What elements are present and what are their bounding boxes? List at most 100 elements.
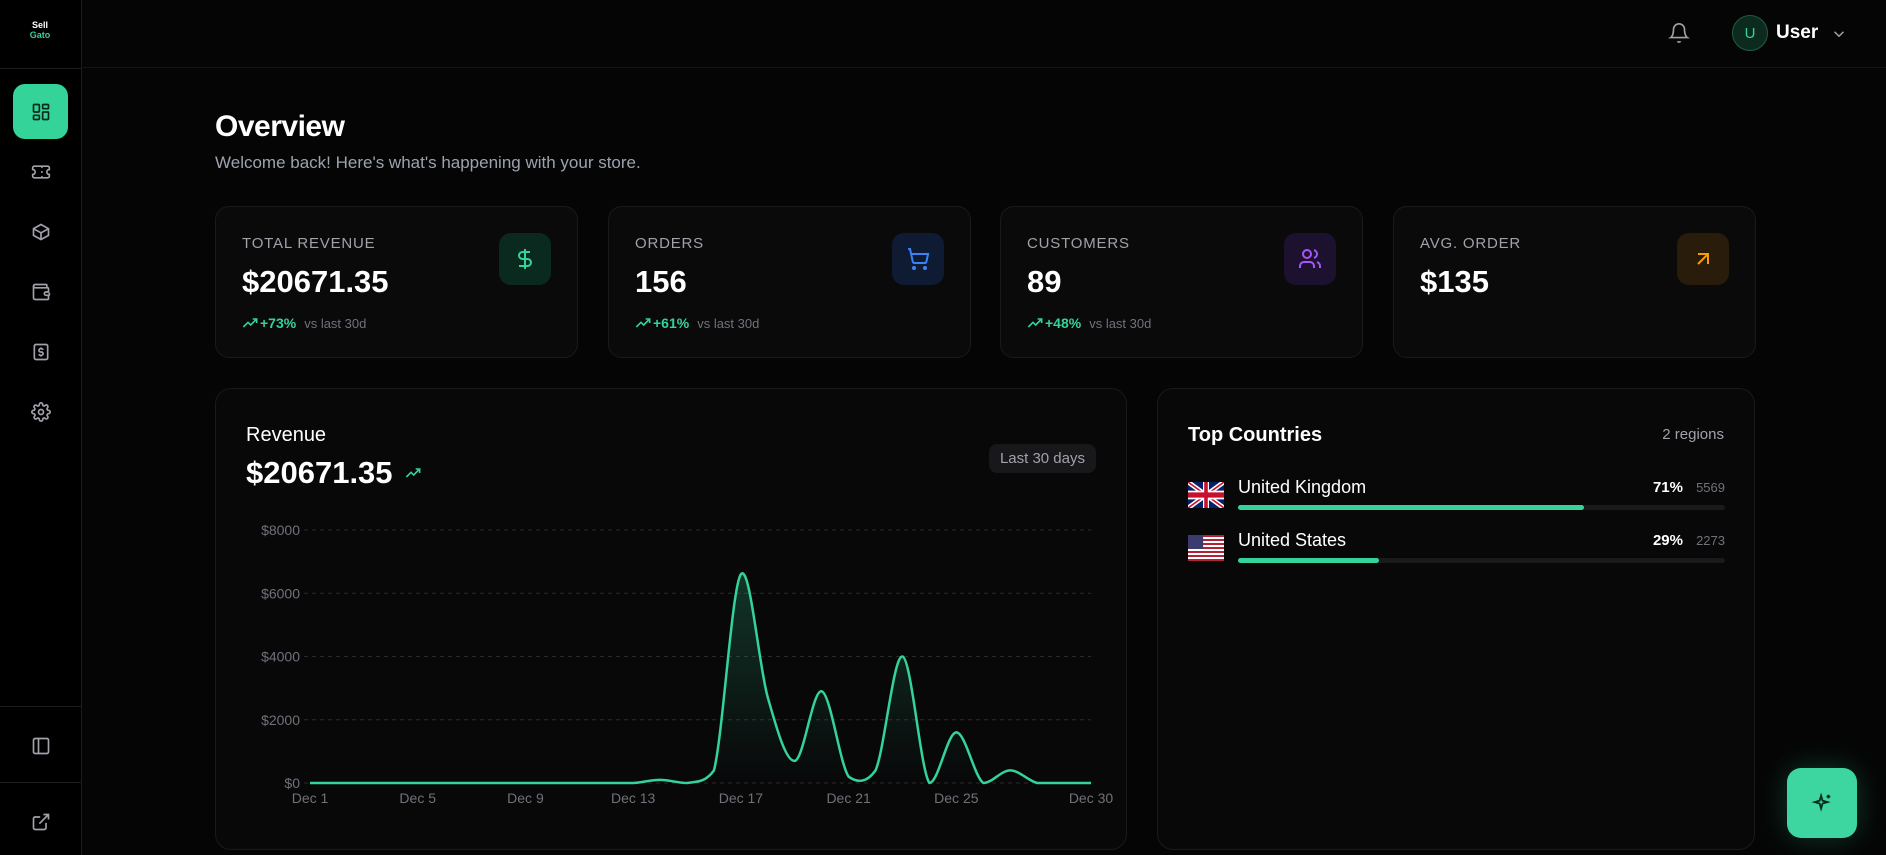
stat-compare: vs last 30d [304,315,367,331]
ai-assistant-button[interactable] [1787,768,1857,838]
top-countries-title: Top Countries [1188,424,1323,446]
data-point [874,769,877,772]
data-point [632,782,635,785]
regions-count: 2 regions [1662,426,1724,443]
sidebar-collapse-button[interactable] [13,718,68,773]
bell-icon[interactable] [1668,22,1690,44]
revenue-panel: Revenue $20671.35 Last 30 days $0 $2000 $4… [215,388,1127,850]
sidebar-divider [0,706,82,707]
data-point [309,782,312,785]
chevron-down-icon[interactable] [1830,25,1848,43]
top-countries-panel: Top Countries 2 regions United Kingdom 7… [1157,388,1755,850]
users-icon [1299,249,1321,268]
country-share-fill [1238,558,1380,563]
us-flag-icon [1188,535,1224,561]
stat-change-up: +73% [242,315,296,331]
data-point [470,782,473,785]
stat-card-orders: ORDERS 156 +61% vs last 30d [608,206,971,358]
data-point [982,782,985,785]
country-row[interactable]: United Kingdom 71% 5569 [1188,477,1725,521]
sidebar-divider [0,782,82,783]
x-tick-label: Dec 25 [934,790,979,806]
brand-logo[interactable]: Sell Gato [20,20,60,44]
country-percent: 71% [1652,479,1683,496]
x-tick-label: Dec 17 [719,790,764,806]
data-point [955,731,958,734]
x-tick-label: Dec 21 [826,790,871,806]
logo-line-1: Sell [31,20,48,30]
dollar-icon [518,249,532,269]
country-name: United Kingdom [1238,477,1367,497]
stat-label: ORDERS [635,235,704,252]
sidebar-item-tickets[interactable] [13,144,68,199]
sidebar-item-settings[interactable] [13,384,68,439]
stat-icon [1284,233,1336,285]
y-tick-label: $8000 [261,522,300,538]
revenue-amount: $20671.35 [246,455,393,490]
data-point [335,782,338,785]
data-point [578,782,581,785]
country-percent: 29% [1652,532,1683,549]
data-point [497,782,500,785]
data-point [686,782,689,785]
trending-up-icon [1027,318,1043,328]
stat-value: 89 [1027,264,1062,299]
stat-value: $135 [1420,264,1489,299]
stat-icon [892,233,944,285]
x-tick-label: Dec 9 [507,790,544,806]
uk-flag-icon [1188,482,1224,508]
stat-label: TOTAL REVENUE [242,235,376,252]
logo-line-2: Gato [29,30,51,40]
arrow-up-right-icon [1697,253,1709,265]
data-point [362,782,365,785]
country-name: United States [1238,530,1347,550]
country-share-bar [1238,505,1725,510]
external-link-icon [32,813,49,830]
trending-up-icon [635,318,651,328]
data-point [1090,782,1093,785]
stat-card-customers: CUSTOMERS 89 +48% vs last 30d [1000,206,1363,358]
x-tick-label: Dec 5 [399,790,436,806]
stat-card-avg-order: AVG. ORDER $135 [1393,206,1756,358]
stat-icon [1677,233,1729,285]
sidebar-external-link-button[interactable] [13,794,68,849]
x-tick-label: Dec 13 [611,790,656,806]
sparkles-icon [1811,792,1831,812]
stat-change: +48% vs last 30d [1027,315,1151,331]
stat-label: AVG. ORDER [1420,235,1522,252]
stat-change: +73% vs last 30d [242,315,366,331]
sidebar-item-dashboard[interactable] [13,84,68,139]
stat-compare: vs last 30d [1089,315,1152,331]
data-point [524,782,527,785]
data-point [712,769,715,772]
stat-change: +61% vs last 30d [635,315,759,331]
revenue-line [310,572,1091,785]
stat-change-value: +73% [260,315,297,331]
avatar[interactable]: U [1732,15,1768,51]
data-point [389,782,392,785]
country-count: 2273 [1696,533,1725,548]
stat-change-value: +61% [653,315,690,331]
stat-label: CUSTOMERS [1027,235,1130,252]
page-title: Overview [215,110,345,143]
y-tick-label: $4000 [261,649,300,665]
data-point [659,778,662,781]
invoice-dollar-icon [33,343,48,360]
data-point [416,782,419,785]
sidebar-item-invoices[interactable] [13,324,68,379]
trending-up-icon [405,468,421,478]
sidebar-item-products[interactable] [13,204,68,259]
gear-icon [30,401,51,422]
user-name[interactable]: User [1776,22,1819,43]
country-share-bar [1238,558,1725,563]
stat-change-up: +48% [1027,315,1081,331]
data-point [847,775,850,778]
data-point [443,782,446,785]
dashboard-icon [32,103,49,120]
sidebar-item-wallet[interactable] [13,264,68,319]
date-range-button[interactable]: Last 30 days [988,444,1096,473]
cart-icon [908,248,930,270]
country-row[interactable]: United States 29% 2273 [1188,530,1725,574]
data-point [766,696,769,699]
y-tick-label: $0 [284,775,300,791]
